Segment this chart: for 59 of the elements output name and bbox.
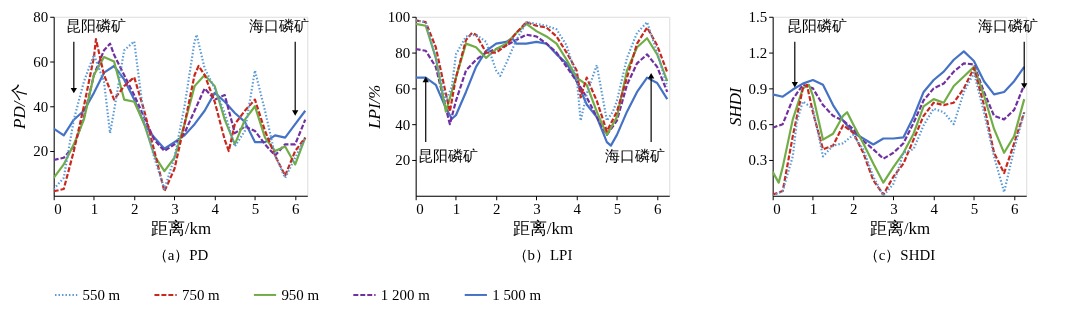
x-tick-label: 2 <box>130 201 139 218</box>
x-tick-label: 5 <box>970 201 979 218</box>
y-tick-label: 20 <box>395 152 411 169</box>
y-tick-label: 40 <box>33 98 49 115</box>
x-tick-label: 5 <box>613 201 622 218</box>
line-series <box>53 64 307 150</box>
x-tick-label: 4 <box>930 201 939 218</box>
x-tick-label: 6 <box>1010 201 1019 218</box>
y-tick-label: 0.9 <box>748 80 768 97</box>
x-tick-label: 0 <box>54 201 62 218</box>
line-series <box>53 55 307 179</box>
legend-label: 950 m <box>281 286 320 303</box>
x-axis-title: 距离/km <box>512 219 574 239</box>
annotation: 昆阳磷矿 <box>786 17 847 34</box>
x-tick-label: 5 <box>251 201 260 218</box>
x-tick-label: 4 <box>573 201 582 218</box>
annotation: 海口磷矿 <box>249 17 310 34</box>
x-tick-label: 1 <box>452 201 461 218</box>
annotation: 海口磷矿 <box>605 148 666 165</box>
y-tick-label: 0.3 <box>748 152 768 169</box>
x-tick-label: 1 <box>809 201 818 218</box>
y-axis-title: PD/个 <box>10 83 30 130</box>
y-tick-label: 1.5 <box>748 9 768 26</box>
line-series <box>53 42 307 162</box>
text: （c）SHDI <box>863 247 936 264</box>
text: （a）PD <box>152 247 209 264</box>
y-tick-label: 100 <box>387 9 411 26</box>
y-axis-title: LPI/% <box>364 84 384 130</box>
y-tick-label: 60 <box>395 80 411 97</box>
legend-label: 550 m <box>82 286 121 303</box>
annotation: 海口磷矿 <box>978 17 1039 34</box>
legend-label: 750 m <box>181 286 221 303</box>
y-tick-label: 1.2 <box>748 45 768 62</box>
x-tick-label: 3 <box>533 201 541 218</box>
y-tick-label: 80 <box>33 9 49 26</box>
annotation: 昆阳磷矿 <box>65 17 126 34</box>
legend-label: 1 200 m <box>380 286 431 303</box>
x-tick-label: 0 <box>773 201 781 218</box>
y-tick-label: 60 <box>33 53 49 70</box>
y-tick-label: 40 <box>395 116 411 133</box>
y-tick-label: 0.6 <box>748 116 768 133</box>
y-tick-label: 80 <box>395 45 411 62</box>
x-axis-title: 距离/km <box>869 219 931 239</box>
x-tick-label: 2 <box>492 201 501 218</box>
x-tick-label: 3 <box>171 201 179 218</box>
x-axis-title: 距离/km <box>150 219 212 239</box>
x-tick-label: 0 <box>416 201 424 218</box>
annotation: 昆阳磷矿 <box>417 148 478 165</box>
x-tick-label: 2 <box>849 201 858 218</box>
x-tick-label: 3 <box>890 201 898 218</box>
text: （b）LPI <box>512 247 573 264</box>
legend-label: 1 500 m <box>492 286 542 303</box>
y-tick-label: 20 <box>33 143 49 160</box>
x-tick-label: 6 <box>653 201 662 218</box>
line-series <box>772 50 1026 146</box>
x-tick-label: 6 <box>291 201 300 218</box>
y-axis-title: SHDI <box>725 86 745 126</box>
x-tick-label: 1 <box>90 201 99 218</box>
x-tick-label: 4 <box>211 201 220 218</box>
